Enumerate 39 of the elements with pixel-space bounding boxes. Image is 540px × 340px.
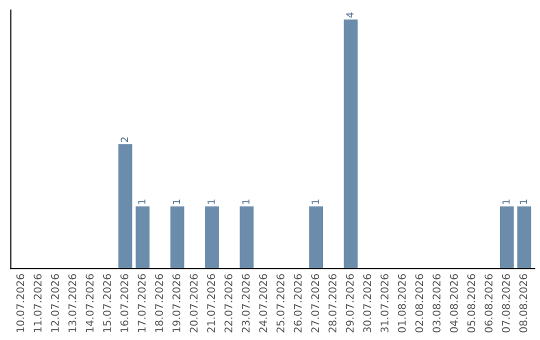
x-tick-label: 23.07.2026 xyxy=(242,274,250,332)
x-tick-label: 03.08.2026 xyxy=(432,274,440,332)
x-tick-label: 18.07.2026 xyxy=(155,274,163,332)
x-tick-label: 25.07.2026 xyxy=(276,274,284,332)
x-tick-label: 08.08.2026 xyxy=(519,274,528,332)
x-tick-label: 26.07.2026 xyxy=(294,274,302,332)
data-label: 1 xyxy=(520,200,527,204)
x-tick-label: 02.08.2026 xyxy=(415,274,424,332)
x-tick-label: 06.08.2026 xyxy=(484,274,493,332)
data-label: 4 xyxy=(346,12,354,18)
data-label: 2 xyxy=(120,137,128,142)
data-label: 1 xyxy=(208,200,215,204)
x-tick-label: 24.07.2026 xyxy=(259,274,268,332)
data-label: 1 xyxy=(312,200,319,204)
x-tick-label: 17.07.2026 xyxy=(138,274,146,332)
x-tick-label: 14.07.2026 xyxy=(86,274,94,332)
x-tick-label: 20.07.2026 xyxy=(190,274,198,332)
x-tick-label: 31.07.2026 xyxy=(380,274,388,332)
data-label: 1 xyxy=(242,200,250,204)
x-tick-label: 27.07.2026 xyxy=(311,274,320,332)
x-tick-label: 05.08.2026 xyxy=(467,274,476,332)
x-tick-label: 11.07.2026 xyxy=(34,274,42,332)
x-tick-label: 07.08.2026 xyxy=(502,274,510,332)
x-tick-label: 21.07.2026 xyxy=(207,274,216,332)
x-tick-label: 30.07.2026 xyxy=(363,274,372,332)
x-tick-label: 15.07.2026 xyxy=(103,274,111,332)
x-tick-label: 29.07.2026 xyxy=(346,274,354,332)
data-label: 1 xyxy=(172,200,180,204)
data-label: 1 xyxy=(138,200,146,204)
x-tick-label: 13.07.2026 xyxy=(68,274,76,332)
x-tick-label: 16.07.2026 xyxy=(120,274,128,332)
x-tick-label: 28.07.2026 xyxy=(328,274,336,332)
data-label: 1 xyxy=(502,200,510,204)
x-tick-label: 04.08.2026 xyxy=(450,274,458,332)
x-tick-label: 10.07.2026 xyxy=(16,274,24,332)
x-tick-label: 22.07.2026 xyxy=(224,274,232,332)
x-tick-label: 12.07.2026 xyxy=(51,274,59,332)
x-tick-label: 19.07.2026 xyxy=(172,274,180,332)
x-tick-label: 01.08.2026 xyxy=(398,274,406,332)
